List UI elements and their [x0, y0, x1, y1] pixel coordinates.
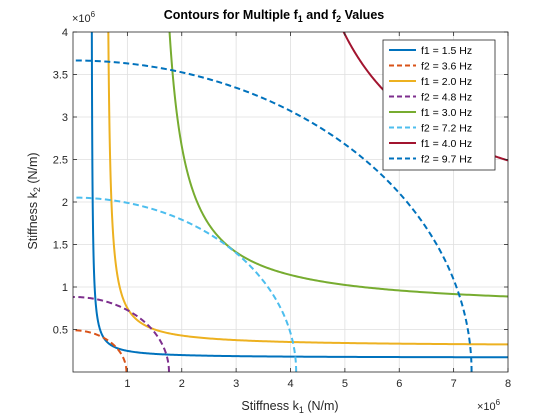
y-tick-label: 1.5	[53, 240, 68, 252]
x-tick-label: 5	[342, 378, 348, 390]
y-tick-label: 3.5	[53, 70, 68, 82]
x-axis-label: Stiffness k1 (N/m)	[241, 399, 338, 415]
y-tick-label: 2	[62, 197, 68, 209]
x-tick-label: 3	[233, 378, 239, 390]
series-line-4	[73, 295, 170, 372]
x-exponent-power: 6	[496, 398, 501, 407]
x-tick-label: 7	[451, 378, 457, 390]
x-tick-label: 8	[505, 378, 511, 390]
x-axis-label-main: Stiffness k	[241, 399, 299, 413]
legend-entry-label: f2 = 3.6 Hz	[421, 61, 472, 73]
y-axis-label-sub: 2	[32, 187, 42, 192]
title-sub1: 1	[298, 14, 303, 24]
series-line-2	[73, 329, 128, 372]
legend-box	[382, 39, 496, 171]
x-tick-label: 2	[179, 378, 185, 390]
title-prefix: Contours for Multiple f	[164, 8, 299, 22]
legend-entry-label: f1 = 1.5 Hz	[421, 45, 472, 57]
series-line-1	[90, 32, 508, 359]
series-line-8	[73, 59, 473, 372]
series-line-6	[73, 196, 298, 372]
y-tick-label: 3	[62, 112, 68, 124]
x-axis-label-sub: 1	[299, 405, 304, 415]
chart-title: Contours for Multiple f1 and f2 Values	[164, 8, 385, 24]
y-tick-label: 2.5	[53, 155, 68, 167]
x-tick-label: 4	[287, 378, 293, 390]
y-tick-label: 4	[62, 27, 68, 39]
axis-ticks: 1 2 3 4 5 6 7 8 0.5 1 1.5 2 2.5 3 3.5 4	[53, 27, 511, 390]
x-tick-label: 6	[396, 378, 402, 390]
title-sub2: 2	[336, 14, 341, 24]
y-exponent-power: 6	[91, 10, 96, 19]
legend-entry-label: f1 = 3.0 Hz	[421, 107, 472, 119]
x-axis-label-unit: (N/m)	[304, 399, 339, 413]
y-axis-label-main: Stiffness k	[26, 191, 40, 249]
x-tick-label: 1	[124, 378, 130, 390]
legend-entry-label: f2 = 7.2 Hz	[421, 123, 472, 135]
y-tick-label: 0.5	[53, 325, 68, 337]
legend: f1 = 1.5 Hz f2 = 3.6 Hz f1 = 2.0 Hz f2 = 4.…	[382, 39, 496, 171]
title-suffix: Values	[341, 8, 384, 22]
legend-entry-label: f1 = 4.0 Hz	[421, 138, 472, 150]
legend-entry-label: f1 = 2.0 Hz	[421, 76, 472, 88]
series-curves	[73, 32, 508, 372]
y-axis-exponent: ×106	[72, 10, 96, 25]
y-axis-label: Stiffness k2 (N/m)	[26, 152, 42, 249]
y-axis-label-unit: (N/m)	[26, 152, 40, 187]
y-exponent-base: ×10	[72, 13, 91, 25]
y-tick-label: 1	[62, 282, 68, 294]
title-mid: and f	[303, 8, 337, 22]
legend-entry-label: f2 = 9.7 Hz	[421, 154, 472, 166]
x-axis-exponent: ×106	[477, 398, 501, 413]
legend-entry-label: f2 = 4.8 Hz	[421, 92, 472, 104]
series-line-3	[107, 32, 508, 346]
series-line-5	[168, 32, 508, 298]
x-exponent-base: ×10	[477, 401, 496, 413]
